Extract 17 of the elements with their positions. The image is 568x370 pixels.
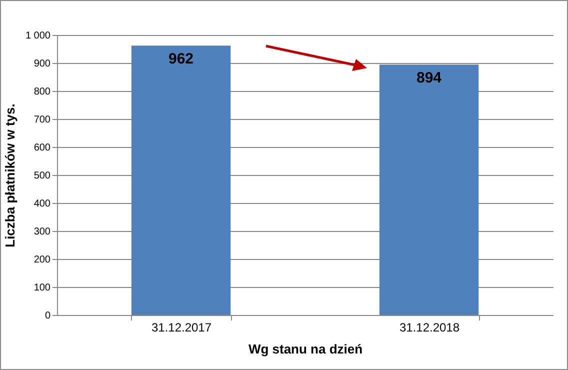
y-tick-label: 800 [34,86,51,98]
y-tick-label: 500 [34,170,51,182]
y-tick-label: 0 [44,310,51,322]
y-tick-label: 700 [34,114,51,126]
y-tick-label: 1 000 [25,30,51,42]
y-tick-label: 200 [34,254,51,266]
y-tick-label: 100 [34,282,51,294]
y-tick-label: 900 [34,58,51,70]
y-axis-title: Liczba płatników w tys. [2,104,18,248]
y-tick-label: 300 [34,226,51,238]
x-tick-label: 31.12.2017 [151,320,212,334]
y-tick-label: 400 [34,198,51,210]
y-tick-label: 600 [34,142,51,154]
x-tick-label: 31.12.2018 [399,320,460,334]
data-label: 962 [168,50,194,68]
x-axis-title: Wg stanu na dzień [248,342,363,356]
data-label: 894 [416,70,442,87]
